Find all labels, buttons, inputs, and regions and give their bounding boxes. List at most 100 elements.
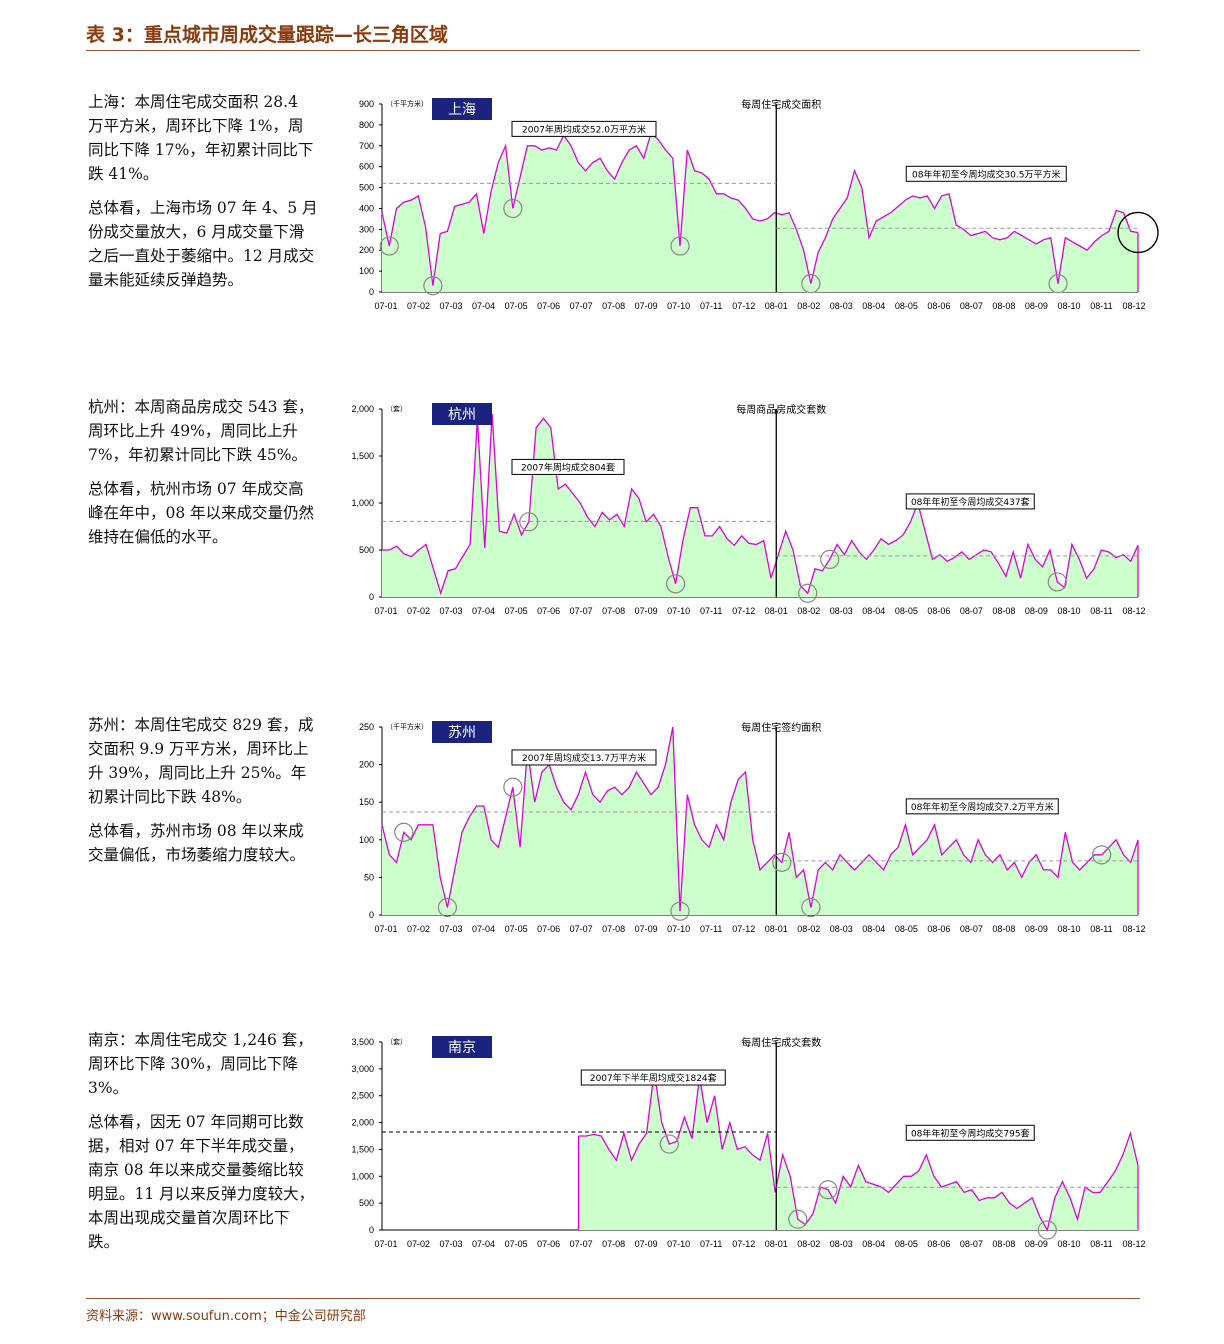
chart-suzhou: 0 50 100 150 200 250 07-01 07-02 07-03 07-04 07-05…	[340, 713, 1160, 943]
analysis-paragraph: 总体看，苏州市场 08 年以来成交量偏低，市场萎缩力度较大。	[88, 822, 306, 864]
x-tick-label: 07-08	[602, 606, 625, 616]
summary-paragraph: 上海：本周住宅成交面积 28.4 万平方米，周环比下降 1%，周同比下降 17%…	[88, 93, 314, 183]
chart-nanjing: 0 500 1,000 1,500 2,000 2,500 3,000 3,500 07-01 0…	[340, 1028, 1160, 1258]
x-tick-label: 07-10	[667, 924, 690, 934]
x-tick-label: 07-10	[667, 1239, 690, 1249]
series-line	[382, 413, 1139, 596]
highlight-circle	[379, 236, 399, 256]
x-tick-label: 07-06	[537, 606, 560, 616]
x-tick-label: 08-10	[1057, 1239, 1080, 1249]
x-tick-label: 07-07	[570, 606, 593, 616]
x-tick-label: 07-09	[635, 301, 658, 311]
city-tag-box	[432, 98, 492, 120]
x-tick-label: 07-07	[570, 924, 593, 934]
x-tick-label: 07-12	[732, 606, 755, 616]
x-tick-label: 07-05	[505, 1239, 528, 1249]
series-area	[382, 413, 1138, 597]
highlight-circle	[798, 583, 818, 603]
x-tick-label: 07-06	[537, 924, 560, 934]
y-tick-label: 100	[359, 835, 374, 845]
city-tag-box	[432, 721, 492, 743]
series-area	[382, 727, 1138, 915]
highlight-circle	[659, 1134, 679, 1154]
x-tick-label: 08-08	[992, 924, 1015, 934]
x-tick-label: 08-12	[1122, 1239, 1145, 1249]
x-tick-label: 07-07	[570, 301, 593, 311]
page-title: 表 3：重点城市周成交量跟踪—长三角区域	[86, 24, 448, 46]
y-tick-label: 0	[369, 1225, 374, 1235]
x-tick-label: 07-05	[505, 606, 528, 616]
section-nanjing: 南京：本周住宅成交 1,246 套，周环比下降 30%，周同比下降 3%。 总体…	[0, 1028, 1224, 1268]
x-tick-label: 08-08	[992, 301, 1015, 311]
x-tick-label: 08-08	[992, 606, 1015, 616]
y-tick-label: 700	[359, 141, 374, 151]
x-tick-label: 07-10	[667, 301, 690, 311]
chart-svg: 0 100 200 300 400 500 600 700 800 900 07-01 07-02 07…	[359, 98, 1159, 311]
x-tick-label: 07-01	[374, 924, 397, 934]
x-tick-label: 08-05	[895, 924, 918, 934]
chart-title: 每周住宅成交面积	[741, 98, 821, 111]
series-line	[381, 726, 1139, 912]
avg-2007-label: 2007年周均成交13.7万平方米	[522, 752, 646, 764]
y-tick-label: 400	[359, 203, 374, 213]
x-tick-label: 08-06	[927, 1239, 950, 1249]
highlight-circle	[437, 897, 458, 918]
avg-2007-label: 2007年周均成交804套	[521, 461, 615, 473]
x-tick-label: 08-05	[895, 606, 918, 616]
chart-hangzhou: 0 500 1,000 1,500 2,000 07-01 07-02 07-03 07-04 0…	[340, 395, 1160, 625]
highlight-circle	[670, 901, 690, 921]
x-tick-label: 07-02	[407, 1239, 430, 1249]
x-tick-label: 07-11	[700, 924, 722, 934]
avg-2007-box	[580, 1069, 726, 1086]
x-tick-label: 08-05	[895, 301, 918, 311]
x-tick-label: 08-07	[960, 606, 983, 616]
x-tick-label: 08-08	[992, 1239, 1015, 1249]
city-tag-box	[432, 403, 492, 425]
x-tick-label: 07-08	[602, 1239, 625, 1249]
unit-label: （套）	[386, 404, 407, 413]
x-tick-label: 08-09	[1025, 924, 1048, 934]
x-tick-label: 08-12	[1122, 301, 1145, 311]
series-line	[381, 132, 1139, 286]
x-tick-label: 07-05	[505, 301, 528, 311]
y-tick-label: 2,000	[351, 1118, 374, 1128]
highlight-circle	[394, 822, 414, 842]
x-tick-label: 08-06	[927, 301, 950, 311]
chart-svg: 0 500 1,000 1,500 2,000 07-01 07-02 07-03 07-04 0…	[351, 403, 1146, 616]
avg-2008-label: 08年年初至今周均成交795套	[911, 1127, 1030, 1139]
y-tick-label: 800	[359, 120, 374, 130]
x-tick-label: 08-02	[797, 606, 820, 616]
avg-2008-box	[905, 165, 1067, 182]
section-text: 杭州：本周商品房成交 543 套，周环比上升 49%，周同比上升 7%，年初累计…	[88, 395, 318, 559]
x-tick-label: 08-04	[862, 606, 885, 616]
x-tick-label: 07-11	[700, 1239, 722, 1249]
y-tick-label: 200	[359, 245, 374, 255]
y-tick-label: 200	[359, 760, 374, 770]
x-tick-label: 08-04	[862, 1239, 885, 1249]
x-tick-label: 08-04	[862, 924, 885, 934]
y-tick-label: 150	[359, 797, 374, 807]
highlight-circle	[1048, 274, 1068, 294]
x-tick-label: 07-03	[440, 1239, 463, 1249]
y-tick-label: 500	[359, 545, 374, 555]
highlight-circle	[818, 1180, 838, 1200]
summary-paragraph: 杭州：本周商品房成交 543 套，周环比上升 49%，周同比上升 7%，年初累计…	[88, 398, 314, 464]
series-area	[382, 133, 1138, 292]
x-tick-label: 08-01	[765, 301, 788, 311]
x-tick-label: 07-09	[635, 606, 658, 616]
section-suzhou: 苏州：本周住宅成交 829 套，成交面积 9.9 万平方米，周环比上升 39%，…	[0, 713, 1224, 953]
y-tick-label: 2,000	[351, 404, 374, 414]
chart-title: 每周住宅签约面积	[741, 721, 821, 734]
x-tick-label: 08-02	[797, 924, 820, 934]
highlight-circle	[801, 897, 821, 918]
y-tick-label: 2,500	[351, 1091, 374, 1101]
section-shanghai: 上海：本周住宅成交面积 28.4 万平方米，周环比下降 1%，周同比下降 17%…	[0, 90, 1224, 330]
highlight-circle	[788, 1209, 808, 1229]
x-tick-label: 08-07	[960, 301, 983, 311]
analysis-paragraph: 总体看，上海市场 07 年 4、5 月份成交量放大，6 月成交量下滑之后一直处于…	[88, 199, 318, 289]
highlight-circle	[503, 198, 523, 219]
highlight-circle	[820, 549, 840, 569]
y-tick-label: 250	[359, 722, 374, 732]
x-tick-label: 07-02	[407, 924, 430, 934]
x-tick-label: 08-05	[895, 1239, 918, 1249]
